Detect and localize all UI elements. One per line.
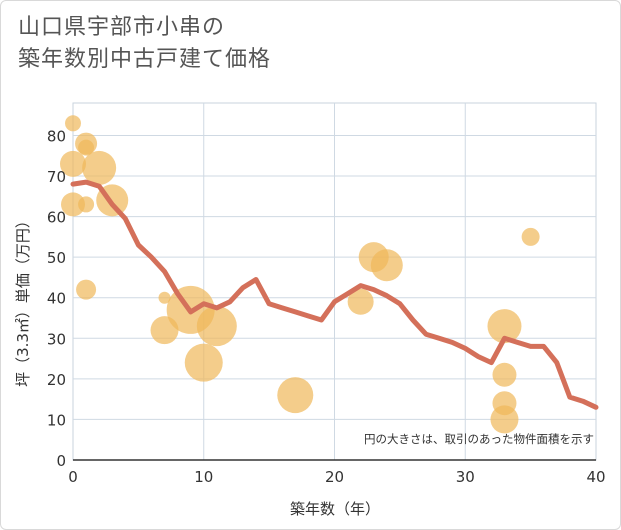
size-note: 円の大きさは、取引のあった物件面積を示す <box>364 432 594 446</box>
y-tick-label: 20 <box>47 371 66 389</box>
bubble-point <box>196 306 237 347</box>
bubble-point <box>76 279 97 300</box>
bubble-point <box>184 343 223 382</box>
bubble-point <box>370 249 403 282</box>
bubble-layer <box>60 115 540 434</box>
bubble-point <box>78 196 95 213</box>
title-line-2: 築年数別中古戸建て価格 <box>18 47 272 72</box>
bubble-point <box>521 227 540 246</box>
y-tick-label: 40 <box>47 290 66 308</box>
y-tick-label: 0 <box>56 452 66 470</box>
bubble-point <box>82 150 117 185</box>
y-tick-label: 60 <box>47 209 66 227</box>
bubble-point <box>78 139 95 156</box>
x-tick-label: 10 <box>194 468 213 486</box>
y-tick-label: 10 <box>47 411 66 429</box>
bubble-point <box>490 405 519 434</box>
y-tick-label: 50 <box>47 249 66 267</box>
grid-lines <box>72 102 597 461</box>
chart-title: 山口県宇部市小串の 築年数別中古戸建て価格 <box>18 12 271 76</box>
x-tick-label: 40 <box>586 468 605 486</box>
bubble-point <box>158 291 171 304</box>
bubble-point <box>65 115 81 132</box>
bubble-point <box>60 150 86 177</box>
bubble-point <box>492 362 517 387</box>
axes: 0 10 20 30 40 50 60 70 80 0 10 20 30 40 <box>47 127 606 486</box>
bubble-point <box>487 309 522 344</box>
line-layer <box>70 179 599 410</box>
y-tick-label: 80 <box>47 127 66 145</box>
x-axis-label: 築年数（年） <box>290 500 380 518</box>
y-tick-label: 70 <box>47 168 66 186</box>
title-line-1: 山口県宇部市小串の <box>18 15 226 40</box>
x-tick-label: 0 <box>68 468 78 486</box>
bubble-point <box>61 192 85 217</box>
x-tick-label: 20 <box>325 468 344 486</box>
bubble-point <box>347 288 374 315</box>
x-tick-label: 30 <box>456 468 475 486</box>
bubble-point <box>277 377 314 414</box>
average-price-line <box>70 179 599 410</box>
y-tick-label: 30 <box>47 330 66 348</box>
y-axis-label: 坪（3.3㎡）単価（万円） <box>14 213 32 387</box>
